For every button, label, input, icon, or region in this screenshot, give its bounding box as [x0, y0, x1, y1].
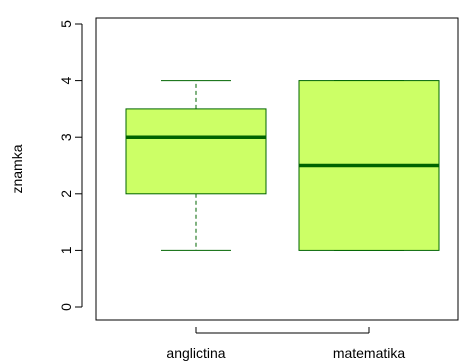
y-tick-label: 1 — [58, 246, 74, 254]
x-tick-label: anglictina — [166, 345, 225, 361]
box-anglictina — [125, 80, 267, 251]
y-tick-label: 4 — [58, 76, 74, 84]
y-tick-label: 2 — [58, 190, 74, 198]
y-axis: 0 1 2 3 4 5 — [58, 20, 83, 311]
y-axis-label: znamka — [9, 144, 25, 193]
y-tick-label: 0 — [58, 303, 74, 311]
iqr-box — [125, 108, 267, 195]
boxes — [125, 80, 440, 251]
x-tick-label: matematika — [333, 345, 406, 361]
y-tick-label: 3 — [58, 133, 74, 141]
box-matematika — [298, 80, 440, 251]
y-tick-label: 5 — [58, 20, 74, 28]
plot-frame — [95, 17, 459, 321]
x-axis: anglictina matematika — [166, 327, 405, 361]
